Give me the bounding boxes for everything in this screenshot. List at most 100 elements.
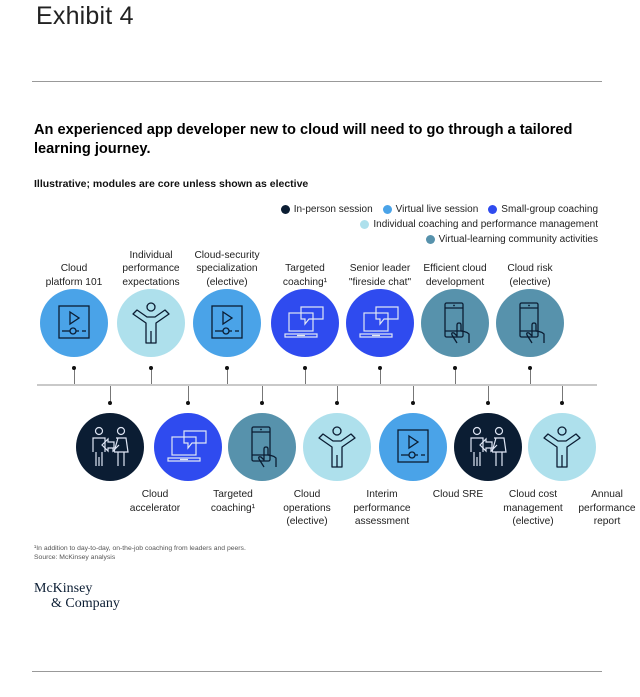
source-note: Source: McKinsey analysis: [34, 554, 116, 561]
legend-swatch: [360, 220, 370, 229]
legend-label: In-person session: [293, 204, 373, 215]
module-label: Cloud accelerator: [129, 489, 181, 514]
connector-dot: [378, 366, 382, 370]
connector-stem: [380, 368, 381, 384]
module-circle: [528, 413, 596, 481]
video-player-icon: [58, 305, 90, 339]
legend-item-virtual-live: Virtual live session: [382, 204, 479, 215]
legend-row-1: In-person session Virtual live session S…: [280, 204, 598, 215]
module-circle: [346, 289, 414, 357]
divider-bottom: [32, 671, 602, 672]
footnote-block: ¹In addition to day-to-day, on-the-job c…: [34, 544, 246, 562]
module-circle: [379, 413, 447, 481]
connector-dot: [453, 366, 457, 370]
divider-top: [32, 81, 602, 82]
module-circle: [271, 289, 339, 357]
legend-swatch: [488, 205, 498, 214]
connector-dot: [149, 366, 153, 370]
connector-dot: [260, 401, 264, 405]
module-label: Cloud platform 101: [45, 263, 103, 288]
module-label: Cloud cost management (elective): [503, 489, 563, 527]
connector-stem: [151, 368, 152, 384]
module-circle: [303, 413, 371, 481]
person-arms-up-icon: [132, 302, 170, 344]
video-player-icon: [211, 305, 243, 339]
module-label: Targeted coaching¹: [210, 489, 256, 514]
module-label: Interim performance assessment: [353, 489, 411, 527]
legend-label: Small-group coaching: [501, 204, 598, 215]
connector-stem: [413, 386, 414, 403]
legend-label: Individual coaching and performance mana…: [373, 219, 598, 230]
person-arms-up-icon: [543, 426, 581, 468]
person-arms-up-icon: [318, 426, 356, 468]
connector-stem: [488, 386, 489, 403]
phone-tap-icon: [519, 302, 545, 344]
module-circle: [421, 289, 489, 357]
module-circle: [193, 289, 261, 357]
footnote: ¹In addition to day-to-day, on-the-job c…: [34, 545, 246, 552]
people-exchange-icon: [470, 426, 507, 466]
phone-tap-icon: [444, 302, 470, 344]
module-circle: [76, 413, 144, 481]
logo-line-1: McKinsey: [34, 581, 93, 596]
module-circle: [454, 413, 522, 481]
legend-swatch: [425, 235, 435, 244]
legend-label: Virtual-learning community activities: [438, 234, 598, 245]
legend-item-community: Virtual-learning community activities: [425, 234, 598, 245]
exhibit-subtitle: Illustrative; modules are core unless sh…: [34, 178, 309, 190]
laptop-chat-icon: [167, 430, 207, 462]
connector-dot: [486, 401, 490, 405]
legend-swatch: [280, 205, 290, 214]
connector-dot: [411, 401, 415, 405]
connector-dot: [225, 366, 229, 370]
module-circle: [228, 413, 296, 481]
connector-dot: [528, 366, 532, 370]
module-label: Targeted coaching¹: [282, 263, 328, 288]
module-circle: [154, 413, 222, 481]
legend-item-individual: Individual coaching and performance mana…: [360, 219, 598, 230]
legend-row-3: Virtual-learning community activities: [425, 234, 598, 245]
legend-item-in-person: In-person session: [280, 204, 373, 215]
module-label: Cloud operations (elective): [283, 489, 331, 527]
connector-stem: [74, 368, 75, 384]
connector-stem: [110, 386, 111, 403]
exhibit-label: Exhibit 4: [36, 2, 134, 30]
phone-tap-icon: [251, 426, 277, 468]
legend-item-small-group: Small-group coaching: [488, 204, 598, 215]
people-exchange-icon: [92, 426, 129, 466]
connector-dot: [303, 366, 307, 370]
legend-swatch: [382, 205, 392, 214]
module-circle: [496, 289, 564, 357]
legend-row-2: Individual coaching and performance mana…: [360, 219, 598, 230]
connector-dot: [186, 401, 190, 405]
video-player-icon: [397, 429, 429, 463]
laptop-chat-icon: [359, 306, 399, 338]
connector-stem: [188, 386, 189, 403]
connector-stem: [262, 386, 263, 403]
connector-stem: [530, 368, 531, 384]
connector-dot: [560, 401, 564, 405]
module-label: Annual performance report: [578, 489, 636, 527]
connector-dot: [72, 366, 76, 370]
laptop-chat-icon: [284, 306, 324, 338]
mckinsey-logo: McKinsey & Company: [34, 581, 120, 611]
logo-line-2: & Company: [51, 596, 120, 611]
module-circle: [117, 289, 185, 357]
module-label: Cloud-security specialization (elective): [194, 249, 260, 288]
module-label: Cloud SRE: [432, 489, 484, 500]
exhibit-title: An experienced app developer new to clou…: [34, 122, 573, 157]
timeline-line: [37, 384, 597, 386]
module-label: Senior leader "fireside chat": [348, 263, 412, 288]
connector-dot: [108, 401, 112, 405]
connector-stem: [337, 386, 338, 403]
legend-label: Virtual live session: [395, 204, 479, 215]
module-circle: [40, 289, 108, 357]
connector-stem: [305, 368, 306, 384]
module-label: Individual performance expectations: [122, 249, 180, 288]
module-label: Cloud risk (elective): [507, 263, 553, 288]
module-label: Efficient cloud development: [423, 263, 487, 288]
connector-stem: [562, 386, 563, 403]
connector-stem: [455, 368, 456, 384]
connector-dot: [335, 401, 339, 405]
connector-stem: [227, 368, 228, 384]
